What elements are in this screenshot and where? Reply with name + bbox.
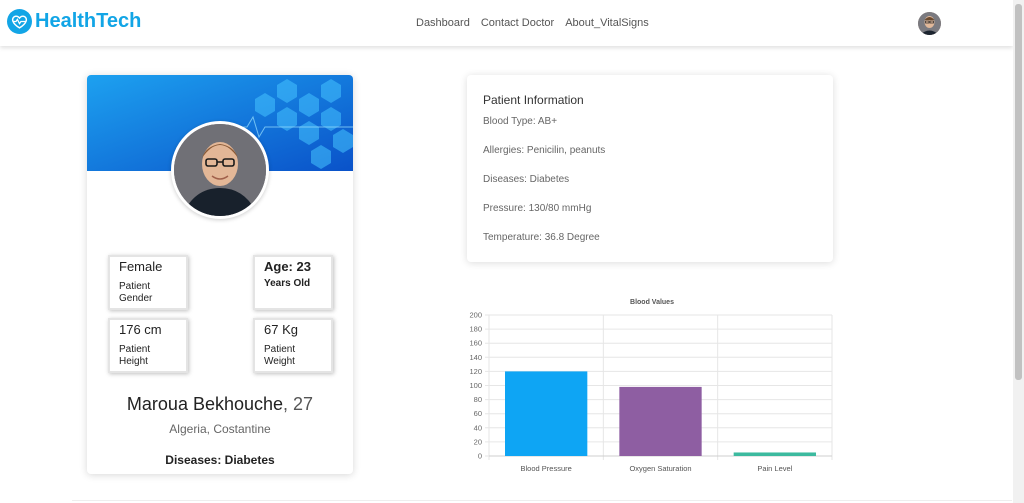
- chart-canvas: 0 20 40 60 80 100 120 140 160 180 200 Blood Pressur…: [469, 311, 833, 473]
- y-tick-label: 60: [474, 409, 482, 418]
- gender-value: Female: [119, 259, 163, 274]
- age-stat: Age: 23 Years Old: [253, 255, 333, 310]
- y-tick-label: 80: [474, 395, 482, 404]
- y-tick-label: 200: [469, 311, 482, 320]
- x-tick-label: Blood Pressure: [521, 464, 572, 473]
- x-tick-label: Oxygen Saturation: [629, 464, 691, 473]
- patient-name: Maroua Bekhouche, 27: [87, 394, 353, 415]
- patient-diseases: Diseases: Diabetes: [165, 453, 275, 467]
- y-tick-label: 160: [469, 339, 482, 348]
- age-label: Years Old: [264, 278, 311, 289]
- chart-title: Blood Values: [630, 299, 674, 306]
- bar-blood-pressure: [505, 371, 588, 456]
- weight-stat: 67 Kg Patient Weight: [253, 318, 333, 373]
- blood-values-chart: Blood Values 0 20 40 60 80 100 120 140 160 180 200…: [462, 295, 842, 480]
- brand[interactable]: HealthTech: [7, 9, 141, 34]
- nav-links: Dashboard Contact Doctor About_VitalSign…: [416, 17, 660, 29]
- height-label: Patient Height: [119, 344, 151, 367]
- footer-divider: [72, 500, 1012, 501]
- y-tick-label: 120: [469, 367, 482, 376]
- height-value: 176 cm: [119, 322, 162, 337]
- y-tick-label: 40: [474, 423, 482, 432]
- weight-value: 67 Kg: [264, 322, 298, 337]
- gender-label: Patient Gender: [119, 281, 153, 304]
- bar-pain-level: [733, 452, 816, 456]
- height-stat: 176 cm Patient Height: [108, 318, 188, 373]
- gender-stat: Female Patient Gender: [108, 255, 188, 310]
- nav-about-vitalsigns[interactable]: About_VitalSigns: [565, 17, 649, 29]
- temperature: Temperature: 36.8 Degree: [483, 232, 600, 243]
- patient-age: , 27: [283, 394, 314, 414]
- diseases: Diseases: Diabetes: [483, 174, 570, 185]
- y-tick-label: 100: [469, 381, 482, 390]
- user-avatar[interactable]: [918, 12, 941, 35]
- y-tick-label: 140: [469, 353, 482, 362]
- patient-photo: [171, 121, 269, 219]
- patient-name-text: Maroua Bekhouche: [126, 394, 284, 414]
- weight-label: Patient Weight: [264, 344, 296, 367]
- patient-information-title: Patient Information: [483, 93, 584, 107]
- age-value: Age: 23: [264, 259, 311, 274]
- top-navbar: HealthTech Dashboard Contact Doctor Abou…: [0, 0, 1013, 46]
- nav-contact-doctor[interactable]: Contact Doctor: [480, 17, 555, 29]
- scrollbar-thumb[interactable]: [1015, 4, 1022, 380]
- patient-information-card: Patient Information Blood Type: AB+ Alle…: [467, 75, 833, 262]
- y-tick-label: 20: [474, 437, 482, 446]
- brand-name: HealthTech: [35, 10, 142, 32]
- x-tick-label: Pain Level: [757, 464, 792, 473]
- heart-pulse-icon: [7, 9, 32, 34]
- y-tick-label: 180: [469, 325, 482, 334]
- pressure: Pressure: 130/80 mmHg: [483, 203, 592, 214]
- bar-oxygen-saturation: [619, 386, 702, 456]
- page-scrollbar[interactable]: [1013, 0, 1024, 503]
- blood-type: Blood Type: AB+: [483, 116, 558, 127]
- nav-dashboard[interactable]: Dashboard: [416, 17, 470, 29]
- y-tick-label: 0: [478, 452, 482, 461]
- patient-location: Algeria, Costantine: [169, 422, 271, 436]
- allergies: Allergies: Penicilin, peanuts: [483, 145, 606, 156]
- patient-profile-card: Female Patient Gender Age: 23 Years Old 1…: [87, 75, 353, 474]
